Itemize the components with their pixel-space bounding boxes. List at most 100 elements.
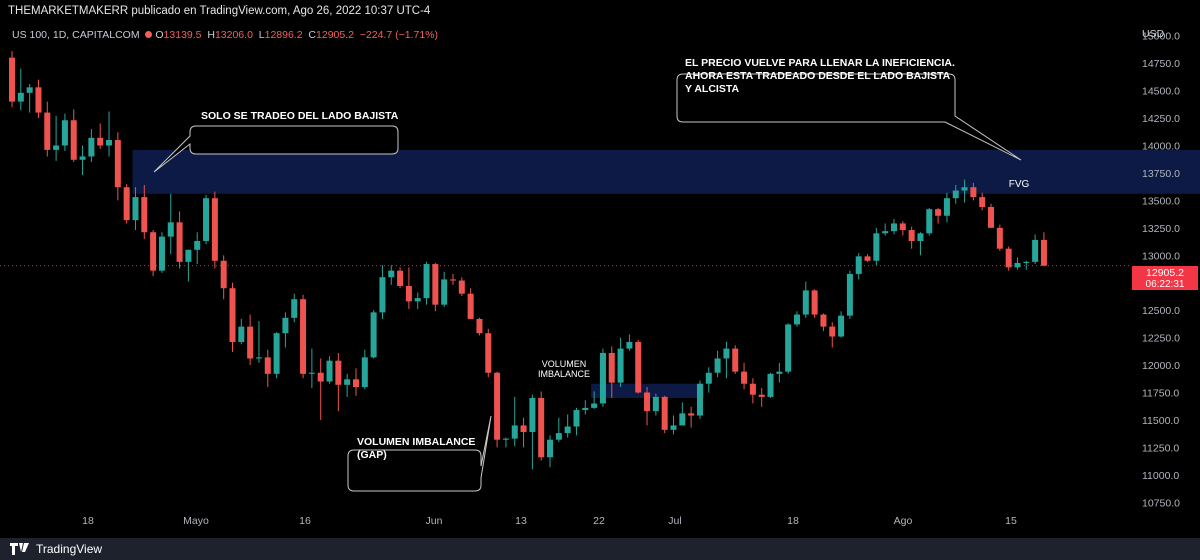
y-tick-label: 14250.0 — [1142, 113, 1180, 125]
candle — [511, 396, 518, 447]
symbol-label[interactable]: US 100, 1D, CAPITALCOM — [12, 29, 140, 41]
candle-body — [511, 425, 518, 439]
candle-body — [211, 198, 218, 261]
candle-body — [838, 315, 845, 337]
candle-body — [282, 317, 289, 334]
y-tick-label: 10750.0 — [1142, 497, 1180, 509]
candle — [370, 310, 377, 359]
candle — [661, 395, 668, 434]
candle-body — [97, 137, 104, 146]
low-value: 12896.2 — [264, 29, 303, 41]
callouts-layer — [153, 73, 1022, 492]
candle-body — [864, 256, 871, 261]
candle-body — [873, 233, 880, 261]
candle-body — [670, 425, 677, 430]
candle-body — [450, 279, 456, 281]
candle-body — [485, 333, 492, 373]
candle — [582, 400, 589, 415]
candle-body — [17, 92, 24, 102]
candle — [211, 191, 218, 269]
candle — [785, 323, 792, 374]
candle-body — [749, 383, 756, 395]
candle-body — [846, 273, 853, 316]
callout-top-right-text: EL PRECIO VUELVE PARA LLENAR LA INEFICIE… — [685, 57, 955, 95]
candle — [414, 292, 421, 310]
candle — [793, 311, 800, 327]
candle — [776, 362, 783, 383]
footer-bar: TradingView — [0, 538, 1200, 560]
candle-body — [150, 232, 157, 271]
change-value: −224.7 (−1.71%) — [359, 29, 439, 41]
candle — [961, 179, 968, 203]
candle — [1014, 257, 1021, 270]
candle — [70, 109, 77, 162]
candle-body — [176, 222, 183, 262]
candle-body — [88, 137, 95, 157]
x-tick-label: 18 — [82, 515, 94, 527]
candle — [970, 182, 977, 201]
candle-body — [132, 197, 139, 221]
candle-body — [158, 236, 165, 271]
candle-body — [308, 372, 315, 374]
candle-body — [476, 318, 483, 334]
candle-body — [882, 231, 889, 234]
y-tick-label: 11500.0 — [1142, 415, 1179, 427]
candle-body — [238, 326, 245, 343]
y-tick-label: 13250.0 — [1142, 223, 1180, 235]
candle — [882, 223, 889, 236]
candle — [705, 367, 712, 393]
brand[interactable]: TradingView — [10, 542, 102, 556]
candle-body — [141, 197, 148, 233]
candle — [547, 435, 554, 468]
candle-body — [529, 397, 536, 433]
candle-body — [758, 394, 765, 397]
candle-body — [388, 270, 395, 278]
candle — [564, 414, 571, 438]
candle-body — [405, 286, 412, 302]
candle — [264, 349, 271, 388]
x-tick-label: 15 — [1005, 515, 1017, 527]
candle — [644, 387, 651, 426]
candle — [220, 255, 227, 300]
candle-body — [802, 290, 809, 315]
candle-body — [361, 357, 368, 388]
close-label: C — [308, 29, 317, 41]
candle — [282, 312, 289, 348]
candle — [476, 317, 483, 336]
candle-body — [502, 438, 509, 440]
candlestick-chart[interactable]: USD 10750.0 11000.0 11250.0 11500.0 11750.0 12… — [0, 22, 1200, 538]
candle-body — [661, 396, 668, 430]
candle-body — [776, 371, 783, 374]
candle-body — [679, 413, 686, 426]
candle-body — [723, 348, 730, 359]
candle — [132, 187, 139, 231]
candle-body — [696, 383, 703, 416]
candle — [979, 192, 986, 211]
y-tick-label: 14000.0 — [1142, 141, 1180, 153]
candle-body — [811, 290, 818, 315]
y-tick-label: 12500.0 — [1142, 305, 1180, 317]
candle-body — [79, 156, 86, 160]
candle-body — [123, 187, 130, 221]
candle — [255, 321, 262, 363]
y-axis: USD 10750.0 11000.0 11250.0 11500.0 11750.0 12… — [1142, 28, 1180, 509]
candle — [35, 79, 42, 119]
callout-top-left-bubble — [153, 125, 399, 173]
candle — [450, 273, 456, 285]
header-bar: THEMARKETMAKERR publicado en TradingView… — [0, 0, 1200, 22]
candle — [9, 51, 15, 108]
candle — [838, 311, 845, 338]
candle — [61, 113, 68, 151]
candle — [352, 368, 359, 396]
candle — [405, 267, 412, 310]
candle-body — [185, 249, 192, 262]
candle — [291, 293, 298, 323]
candle — [538, 391, 545, 461]
candle-body — [935, 209, 942, 216]
candle-body — [891, 223, 897, 232]
candle-body — [608, 352, 615, 383]
candle — [53, 115, 60, 161]
candle — [397, 267, 404, 289]
candle — [379, 265, 386, 319]
candle — [485, 328, 492, 378]
